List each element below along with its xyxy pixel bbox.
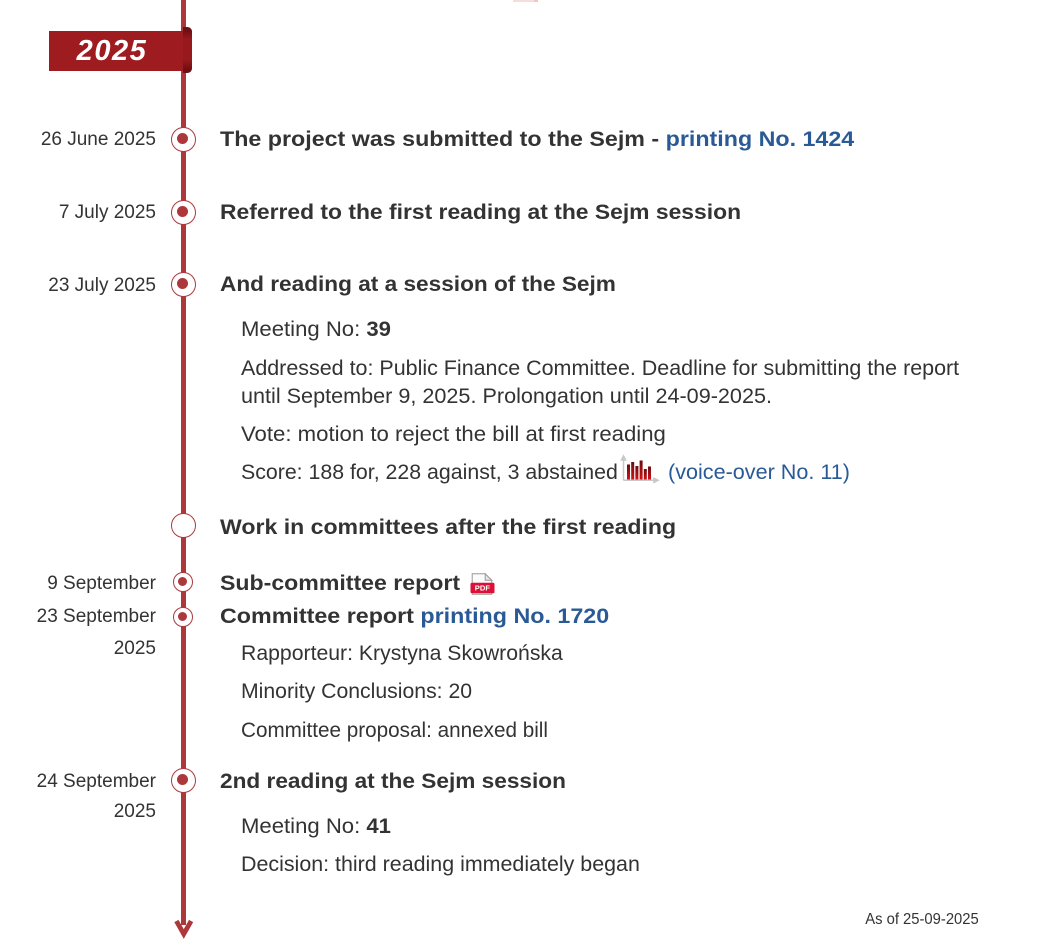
svg-text:PDF: PDF <box>475 584 491 593</box>
